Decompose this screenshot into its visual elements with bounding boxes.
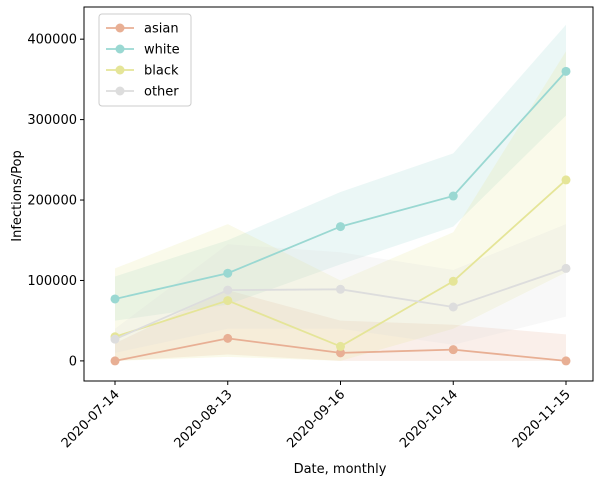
point-other-4 — [561, 263, 571, 273]
point-black-1 — [223, 296, 233, 306]
band-white — [115, 24, 566, 321]
legend-label-black: black — [144, 64, 179, 79]
point-other-3 — [448, 302, 458, 312]
legend-swatch-marker — [115, 23, 125, 33]
series-points — [110, 66, 571, 366]
x-tick-label: 2020-07-14 — [59, 387, 123, 451]
legend-label-white: white — [144, 43, 180, 58]
y-tick-label: 400000 — [27, 33, 77, 48]
point-asian-1 — [223, 333, 233, 343]
point-white-1 — [223, 268, 233, 278]
band-asian — [115, 290, 566, 361]
point-asian-3 — [448, 345, 458, 355]
x-tick-label: 2020-11-15 — [510, 387, 574, 451]
x-tick-label: 2020-10-14 — [397, 387, 461, 451]
point-white-0 — [110, 294, 120, 304]
y-axis-ticks: 0 100000 200000 300000 400000 — [27, 33, 84, 369]
point-white-4 — [561, 66, 571, 76]
point-asian-2 — [336, 348, 345, 358]
legend: asian white black other — [98, 13, 192, 107]
legend-swatch-marker — [115, 86, 125, 96]
legend-label-other: other — [144, 85, 179, 100]
point-black-2 — [336, 341, 345, 351]
point-other-1 — [223, 285, 233, 295]
y-tick-label: 300000 — [27, 113, 77, 128]
point-asian-0 — [110, 356, 120, 366]
point-white-3 — [448, 191, 458, 201]
point-black-4 — [561, 175, 571, 185]
x-axis-label: Date, monthly — [294, 462, 387, 477]
legend-swatch-marker — [115, 44, 125, 54]
x-tick-label: 2020-09-16 — [284, 387, 348, 451]
legend-label-asian: asian — [144, 22, 179, 37]
y-tick-label: 0 — [69, 354, 77, 369]
y-tick-label: 200000 — [27, 194, 77, 209]
point-other-2 — [336, 284, 345, 294]
legend-box — [98, 13, 192, 107]
x-axis-ticks: 2020-07-14 2020-08-13 2020-09-16 2020-10-14… — [59, 381, 574, 451]
point-asian-4 — [561, 356, 571, 366]
y-tick-label: 100000 — [27, 274, 77, 289]
point-black-3 — [448, 276, 458, 286]
point-white-2 — [336, 222, 345, 232]
point-other-0 — [110, 334, 120, 344]
plot-frame — [83, 6, 594, 382]
x-tick-label: 2020-08-13 — [172, 387, 236, 451]
y-axis-label: Infections/Pop — [10, 150, 25, 241]
legend-swatch-marker — [115, 65, 125, 75]
